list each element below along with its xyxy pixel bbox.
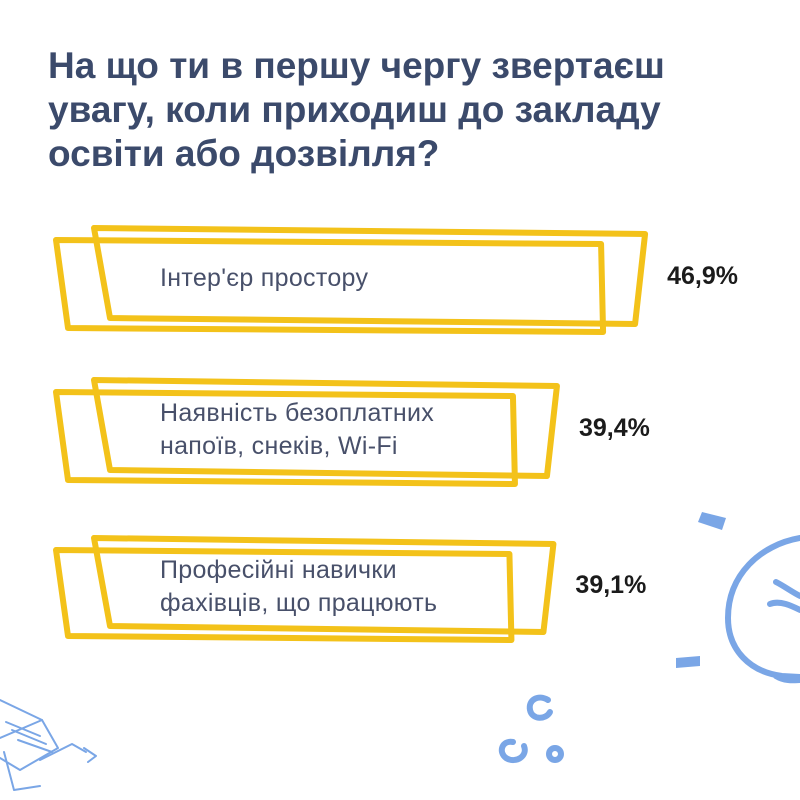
title-line-3: освіти або дозвілля? [48,133,440,174]
bars-group [53,225,649,643]
lightbulb-doodle-icon [724,535,800,684]
bar-2-value-label: 39,4% [578,414,650,442]
bubbles-doodle-icon [498,694,564,764]
bar-3 [53,535,557,643]
bar-1 [53,225,649,335]
title-line-2: увагу, коли приходиш до закладу [48,89,661,130]
bar-1-value-label: 46,9% [667,262,738,290]
bar-2-label-line-2: напоїв, снеків, Wi-Fi [160,432,398,460]
bar-3-back-frame [53,547,515,643]
bar-1-label-line-1: Інтер'єр простору [160,263,369,292]
bar-2-front-frame [91,377,560,479]
title-line-1: На що ти в першу чергу звертаєш [48,45,665,86]
bar-3-front-frame [91,535,557,635]
bar-3-label: Професійні навички фахівців, що працюють [160,554,437,620]
sparkle-doodle-icon [676,512,726,668]
bar-2-label-line-1: Наявність безоплатних [160,399,435,427]
bar-1-front-frame [91,225,649,327]
bar-1-label: Інтер'єр простору [160,262,368,295]
bar-2-label: Наявність безоплатних напоїв, снеків, Wi-… [160,397,434,463]
bar-3-label-line-1: Професійні навички [160,556,397,584]
bar-3-label-line-2: фахівців, що працюють [160,589,438,617]
graduation-cap-doodle-icon [0,699,97,791]
bar-1-back-frame [53,237,607,335]
bar-2-back-frame [53,389,518,487]
bar-2 [53,377,560,487]
page-title: На що ти в першу чергу звертаєш увагу, к… [48,44,748,176]
bar-3-value-label: 39,1% [575,571,647,599]
